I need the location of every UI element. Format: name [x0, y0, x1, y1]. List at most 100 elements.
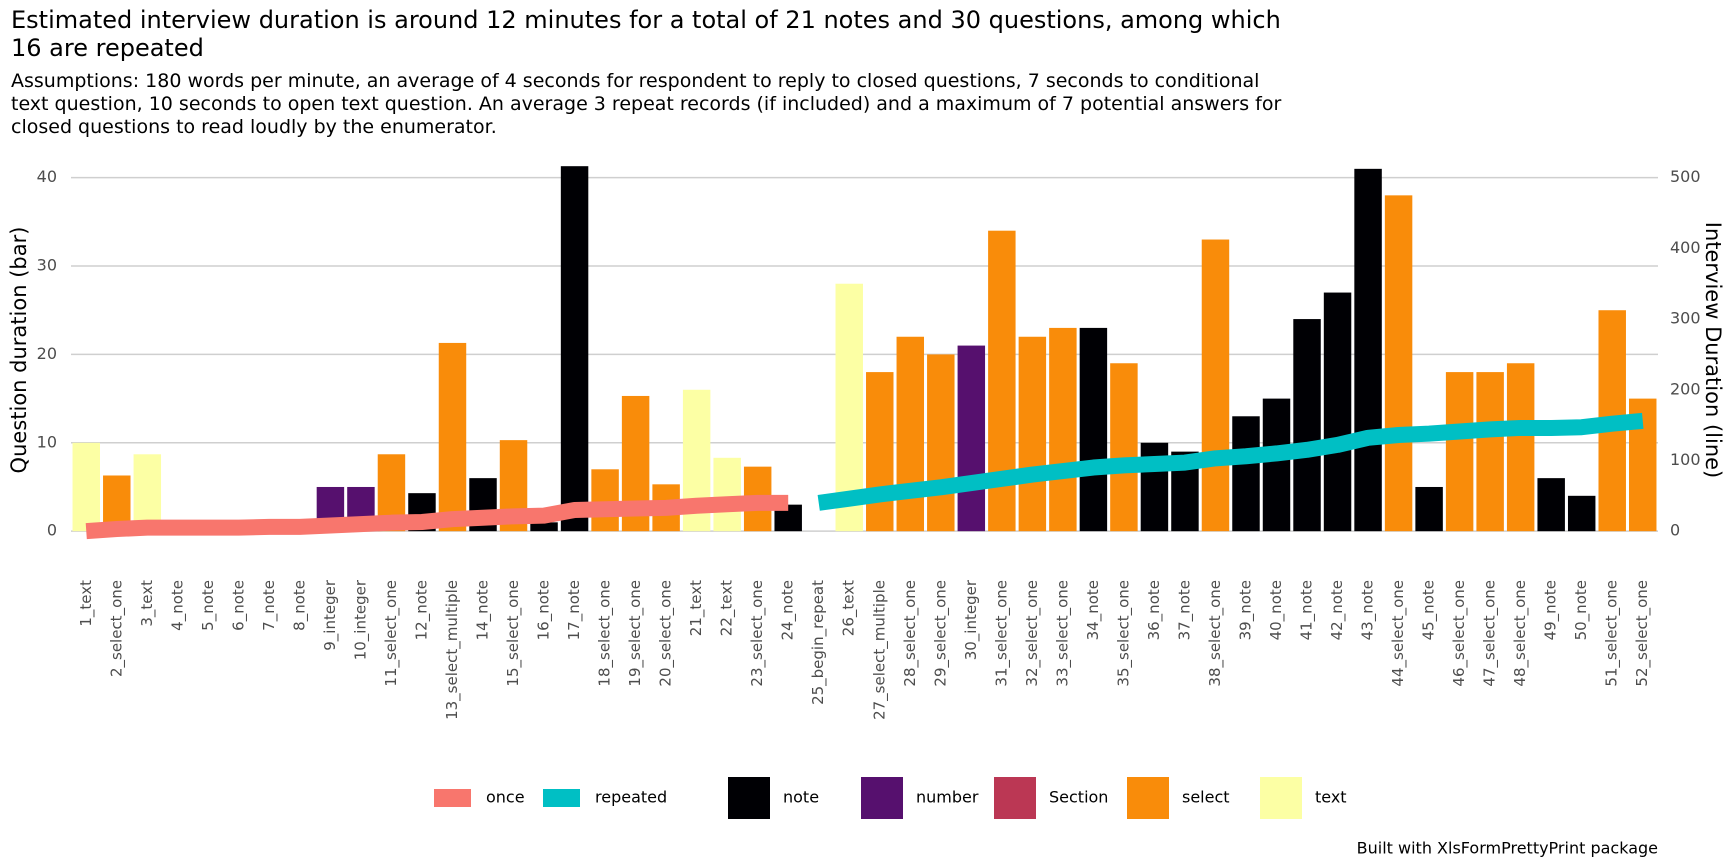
bar	[866, 372, 894, 532]
x-tick-label: 17_note	[565, 580, 584, 640]
legend-label: number	[916, 788, 979, 807]
x-tick-label: 32_select_one	[1023, 580, 1042, 687]
x-tick-label: 26_text	[840, 580, 859, 636]
bar	[560, 166, 589, 532]
y2-tick-label: 0	[1670, 521, 1680, 540]
x-tick-label: 10_integer	[351, 579, 370, 660]
y2-tick-label: 200	[1670, 379, 1701, 398]
x-tick-label: 50_note	[1572, 580, 1591, 640]
x-tick-label: 31_select_one	[992, 580, 1011, 687]
bar	[133, 454, 162, 532]
legend-label: text	[1315, 788, 1347, 807]
caption: Built with XlsFormPrettyPrint package	[1357, 839, 1658, 858]
legend-swatch	[543, 789, 580, 807]
legend-label: Section	[1049, 788, 1108, 807]
bar	[1323, 292, 1352, 532]
y-axis-label: Question duration (bar)	[7, 227, 31, 474]
x-tick-label: 52_select_one	[1633, 580, 1652, 687]
legend-swatch	[728, 777, 770, 819]
bar	[957, 345, 986, 532]
x-tick-label: 23_select_one	[748, 580, 767, 687]
bar	[530, 522, 558, 532]
bar	[896, 336, 925, 532]
x-tick-label: 3_text	[138, 580, 157, 627]
legend-label: note	[783, 788, 819, 807]
x-tick-label: 37_note	[1175, 580, 1194, 640]
x-tick-label: 18_select_one	[596, 580, 615, 687]
bar	[1415, 486, 1443, 532]
x-tick-label: 22_text	[718, 580, 737, 636]
x-tick-label: 47_select_one	[1481, 580, 1500, 687]
x-tick-label: 33_select_one	[1053, 580, 1072, 687]
legend-label: select	[1182, 788, 1230, 807]
x-tick-label: 28_select_one	[901, 580, 920, 687]
bar	[927, 354, 955, 532]
bar	[1354, 168, 1382, 532]
x-tick-label: 40_note	[1267, 580, 1286, 640]
x-tick-label: 7_note	[260, 580, 279, 631]
bar	[1018, 336, 1047, 532]
x-tick-label: 41_note	[1298, 580, 1317, 640]
x-tick-label: 25_begin_repeat	[809, 580, 828, 705]
x-tick-label: 36_note	[1145, 580, 1164, 640]
legend-label: once	[486, 788, 525, 807]
x-tick-label: 16_note	[535, 580, 554, 640]
x-tick-label: 14_note	[474, 580, 493, 640]
bar	[591, 469, 619, 532]
bar	[1049, 327, 1077, 532]
bar	[1201, 239, 1230, 532]
y2-tick-label: 300	[1670, 309, 1701, 328]
x-tick-label: 8_note	[290, 580, 309, 631]
x-tick-label: 2_select_one	[107, 580, 126, 677]
x-tick-label: 13_select_multiple	[443, 580, 462, 720]
bar	[1567, 495, 1596, 532]
x-tick-label: 12_note	[412, 580, 431, 640]
x-tick-label: 45_note	[1420, 580, 1439, 640]
x-tick-label: 42_note	[1328, 580, 1347, 640]
bar	[1384, 195, 1413, 532]
y-tick-label: 40	[37, 167, 57, 186]
legend-swatch	[434, 789, 471, 807]
y2-axis-label: Interview Duration (line)	[1701, 222, 1725, 479]
bar	[1110, 363, 1138, 532]
x-tick-label: 44_select_one	[1389, 580, 1408, 687]
x-tick-label: 19_select_one	[626, 580, 645, 687]
legend-swatch	[994, 777, 1036, 819]
y-tick-label: 30	[37, 256, 57, 275]
legend-label: repeated	[595, 788, 667, 807]
x-tick-label: 20_select_one	[657, 580, 676, 687]
bar	[72, 442, 100, 532]
x-tick-label: 46_select_one	[1450, 580, 1469, 687]
bar	[1476, 372, 1504, 532]
x-tick-label: 1_text	[77, 580, 96, 627]
x-tick-label: 48_select_one	[1511, 580, 1530, 687]
y2-tick-label: 500	[1670, 167, 1701, 186]
x-tick-label: 51_select_one	[1603, 580, 1622, 687]
bar	[713, 457, 741, 532]
x-tick-label: 39_note	[1236, 580, 1255, 640]
legend-swatch	[861, 777, 903, 819]
bar	[1537, 478, 1565, 532]
x-tick-label: 27_select_multiple	[870, 580, 889, 720]
line	[85, 494, 789, 540]
bar	[1506, 363, 1535, 532]
bar	[1293, 319, 1321, 532]
bar	[1262, 398, 1291, 532]
x-tick-label: 15_select_one	[504, 580, 523, 687]
x-tick-label: 11_select_one	[382, 580, 401, 687]
y-tick-label: 20	[37, 344, 57, 363]
x-tick-label: 30_integer	[962, 579, 981, 660]
x-tick-label: 29_select_one	[931, 580, 950, 687]
x-tick-label: 43_note	[1359, 580, 1378, 640]
legend-swatch	[1127, 777, 1169, 819]
x-tick-label: 21_text	[687, 580, 706, 636]
x-tick-label: 35_select_one	[1114, 580, 1133, 687]
bar	[1079, 327, 1108, 532]
bar	[1445, 372, 1474, 532]
bar	[438, 342, 467, 532]
x-tick-label: 38_select_one	[1206, 580, 1225, 687]
y2-tick-label: 400	[1670, 238, 1701, 257]
x-tick-label: 24_note	[779, 580, 798, 640]
